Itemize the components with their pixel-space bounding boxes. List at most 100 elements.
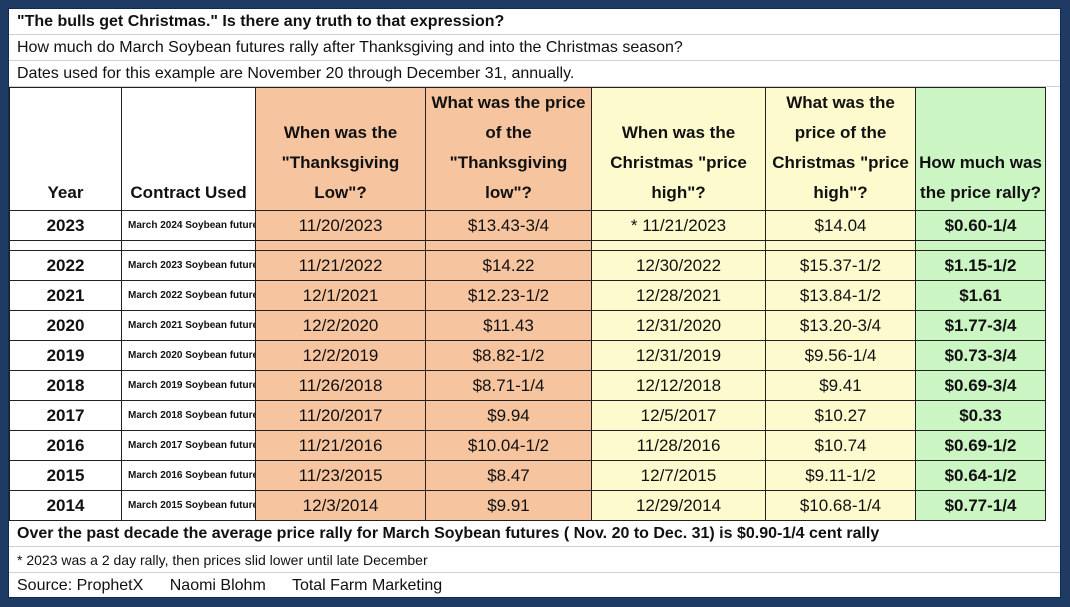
rally-cell: $0.77-1/4 (915, 490, 1046, 521)
christmas-high-cell: 12/31/2020 (591, 310, 766, 341)
christmas-high-cell: 12/12/2018 (591, 370, 766, 401)
thanksgiving-price-cell: $14.22 (425, 250, 592, 281)
thanksgiving-price-cell: $8.71-1/4 (425, 370, 592, 401)
source-label: Source: ProphetX (17, 577, 144, 594)
year-cell: 2019 (9, 340, 122, 371)
christmas-high-cell: 11/28/2016 (591, 430, 766, 461)
year-cell: 2021 (9, 280, 122, 311)
christmas-high-cell: 12/30/2022 (591, 250, 766, 281)
spacer-cell (591, 240, 766, 251)
christmas-price-cell: $9.11-1/2 (765, 460, 916, 491)
christmas-price-cell: $10.68-1/4 (765, 490, 916, 521)
christmas-price-cell: $13.84-1/2 (765, 280, 916, 311)
rally-cell: $1.61 (915, 280, 1046, 311)
christmas-high-cell: 12/31/2019 (591, 340, 766, 371)
thanksgiving-low-cell: 12/3/2014 (255, 490, 426, 521)
contract-cell: March 2022 Soybean futures (121, 280, 256, 311)
thanksgiving-price-cell: $8.47 (425, 460, 592, 491)
christmas-high-cell: 12/5/2017 (591, 400, 766, 431)
spacer-cell (121, 240, 256, 251)
rally-cell: $1.77-3/4 (915, 310, 1046, 341)
table-row: 2014 March 2015 Soybean futures 12/3/201… (9, 490, 1046, 521)
thanksgiving-low-cell: 12/1/2021 (255, 280, 426, 311)
company-name: Total Farm Marketing (291, 577, 443, 594)
average-rally-summary: Over the past decade the average price r… (9, 521, 1060, 547)
contract-cell: March 2021 Soybean futures (121, 310, 256, 341)
christmas-price-cell: $9.41 (765, 370, 916, 401)
contract-cell: March 2019 Soybean futures (121, 370, 256, 401)
year-cell: 2017 (9, 400, 122, 431)
year-cell: 2020 (9, 310, 122, 341)
thanksgiving-low-cell: 12/2/2020 (255, 310, 426, 341)
question-line: How much do March Soybean futures rally … (9, 35, 1060, 61)
thanksgiving-price-cell: $10.04-1/2 (425, 430, 592, 461)
christmas-high-cell: 12/29/2014 (591, 490, 766, 521)
christmas-price-cell: $10.27 (765, 400, 916, 431)
spacer-cell (255, 240, 426, 251)
thanksgiving-price-cell: $12.23-1/2 (425, 280, 592, 311)
footnote: * 2023 was a 2 day rally, then prices sl… (9, 547, 1060, 573)
author-name: Naomi Blohm (169, 577, 266, 594)
thanksgiving-low-cell: 11/21/2022 (255, 250, 426, 281)
rally-cell: $0.60-1/4 (915, 210, 1046, 241)
year-cell: 2022 (9, 250, 122, 281)
dates-note: Dates used for this example are November… (9, 61, 1060, 87)
rally-cell: $0.73-3/4 (915, 340, 1046, 371)
christmas-price-cell: $15.37-1/2 (765, 250, 916, 281)
rally-table: Year Contract Used When was the "Thanksg… (9, 87, 1046, 521)
thanksgiving-low-cell: 11/23/2015 (255, 460, 426, 491)
contract-cell: March 2015 Soybean futures (121, 490, 256, 521)
rally-cell: $0.64-1/2 (915, 460, 1046, 491)
thanksgiving-price-cell: $9.94 (425, 400, 592, 431)
spreadsheet-sheet: "The bulls get Christmas." Is there any … (8, 8, 1061, 598)
table-row: 2017 March 2018 Soybean futures 11/20/20… (9, 400, 1046, 431)
header-christmas-price: What was the price of the Christmas "pri… (765, 87, 916, 211)
thanksgiving-low-cell: 11/21/2016 (255, 430, 426, 461)
spacer-cell (765, 240, 916, 251)
christmas-price-cell: $10.74 (765, 430, 916, 461)
rally-cell: $1.15-1/2 (915, 250, 1046, 281)
header-thanksgiving-low: When was the "Thanksgiving Low"? (255, 87, 426, 211)
rally-cell: $0.69-1/2 (915, 430, 1046, 461)
table-row: 2021 March 2022 Soybean futures 12/1/202… (9, 280, 1046, 311)
contract-cell: March 2023 Soybean futures (121, 250, 256, 281)
table-row: 2018 March 2019 Soybean futures 11/26/20… (9, 370, 1046, 401)
thanksgiving-price-cell: $11.43 (425, 310, 592, 341)
thanksgiving-low-cell: 11/20/2017 (255, 400, 426, 431)
header-christmas-high: When was the Christmas "price high"? (591, 87, 766, 211)
table-row: 2015 March 2016 Soybean futures 11/23/20… (9, 460, 1046, 491)
table-row: 2019 March 2020 Soybean futures 12/2/201… (9, 340, 1046, 371)
spacer-cell (425, 240, 592, 251)
table-row: 2020 March 2021 Soybean futures 12/2/202… (9, 310, 1046, 341)
rally-cell: $0.69-3/4 (915, 370, 1046, 401)
christmas-price-cell: $14.04 (765, 210, 916, 241)
spacer-cell (915, 240, 1046, 251)
year-cell: 2014 (9, 490, 122, 521)
thanksgiving-low-cell: 11/20/2023 (255, 210, 426, 241)
christmas-price-cell: $13.20-3/4 (765, 310, 916, 341)
christmas-high-cell: * 11/21/2023 (591, 210, 766, 241)
table-row: 2016 March 2017 Soybean futures 11/21/20… (9, 430, 1046, 461)
thanksgiving-low-cell: 11/26/2018 (255, 370, 426, 401)
contract-cell: March 2016 Soybean futures (121, 460, 256, 491)
page-title: "The bulls get Christmas." Is there any … (9, 9, 1060, 35)
thanksgiving-price-cell: $9.91 (425, 490, 592, 521)
spacer-cell (9, 240, 122, 251)
header-thanksgiving-price: What was the price of the "Thanksgiving … (425, 87, 592, 211)
header-row: Year Contract Used When was the "Thanksg… (9, 87, 1046, 211)
contract-cell: March 2018 Soybean futures (121, 400, 256, 431)
table-row: 2023 March 2024 Soybean futures 11/20/20… (9, 210, 1046, 241)
thanksgiving-price-cell: $13.43-3/4 (425, 210, 592, 241)
year-cell: 2018 (9, 370, 122, 401)
year-cell: 2015 (9, 460, 122, 491)
header-rally: How much was the price rally? (915, 87, 1046, 211)
spacer-row (9, 240, 1046, 251)
header-year: Year (9, 87, 122, 211)
header-contract: Contract Used (121, 87, 256, 211)
year-cell: 2016 (9, 430, 122, 461)
contract-cell: March 2024 Soybean futures (121, 210, 256, 241)
contract-cell: March 2020 Soybean futures (121, 340, 256, 371)
thanksgiving-price-cell: $8.82-1/2 (425, 340, 592, 371)
source-line: Source: ProphetX Naomi Blohm Total Farm … (9, 573, 1060, 597)
rally-cell: $0.33 (915, 400, 1046, 431)
